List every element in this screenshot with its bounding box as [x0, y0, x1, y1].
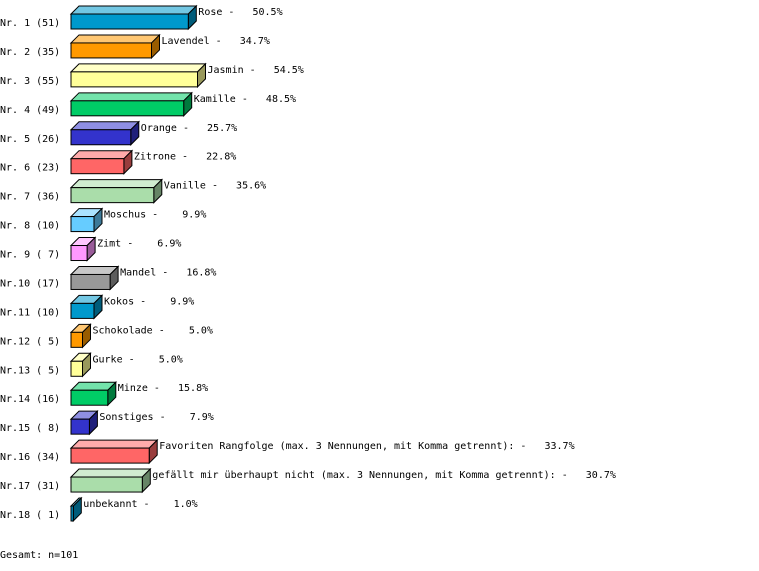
row-label: Nr.15 ( 8) — [0, 423, 60, 434]
bar-top — [69, 63, 207, 73]
bar-row: Nr.11 (10) Kokos - 9.9% — [0, 294, 194, 320]
row-label: Nr. 1 (51) — [0, 18, 60, 29]
bar-value-label: Favoriten Rangfolge (max. 3 Nennungen, m… — [159, 441, 574, 452]
bar — [70, 273, 111, 290]
bar-value-label: gefällt mir überhaupt nicht (max. 3 Nenn… — [152, 470, 616, 481]
bar — [70, 216, 95, 233]
row-label: Nr. 9 ( 7) — [0, 250, 60, 261]
bar-row: Nr.18 ( 1) unbekannt - 1.0% — [0, 496, 198, 523]
bars-group: Nr. 1 (51) Rose - 50.5% Nr. 2 (35) Lavendel… — [0, 4, 616, 523]
row-label: Nr. 4 (49) — [0, 105, 60, 116]
bar-value-label: Gurke - 5.0% — [93, 354, 183, 365]
bar-row: Nr. 2 (35) Lavendel - 34.7% — [0, 33, 270, 60]
bar-row: Nr.17 (31) gefällt mir überhaupt nicht (m… — [0, 467, 616, 494]
bar-row: Nr. 8 (10) Moschus - 9.9% — [0, 207, 206, 233]
bar-top — [69, 92, 193, 102]
row-label: Nr.12 ( 5) — [0, 336, 60, 347]
bar-top — [69, 34, 161, 44]
bar-top — [69, 121, 141, 131]
bar-top — [69, 439, 159, 449]
bar-value-label: Kokos - 9.9% — [104, 296, 194, 307]
row-label: Nr. 7 (36) — [0, 192, 60, 203]
bar — [70, 418, 90, 435]
bar-row: Nr.12 ( 5) Schokolade - 5.0% — [0, 323, 213, 349]
row-label: Nr.17 (31) — [0, 481, 60, 492]
bar — [70, 245, 88, 262]
bar-row: Nr.13 ( 5) Gurke - 5.0% — [0, 352, 183, 378]
row-label: Nr.10 (17) — [0, 278, 60, 289]
bar-value-label: Kamille - 48.5% — [194, 94, 296, 105]
bar — [70, 42, 152, 59]
bar-row: Nr.10 (17) Mandel - 16.8% — [0, 265, 216, 291]
bar — [70, 13, 189, 30]
bar-row: Nr. 3 (55) Jasmin - 54.5% — [0, 62, 304, 89]
row-label: Nr.14 (16) — [0, 394, 60, 405]
bar-value-label: Vanille - 35.6% — [164, 181, 266, 192]
bar — [70, 129, 132, 146]
footer-total: Gesamt: n=101 — [0, 550, 78, 561]
bar — [70, 158, 125, 175]
row-label: Nr.16 (34) — [0, 452, 60, 463]
row-label: Nr. 6 (23) — [0, 163, 60, 174]
row-label: Nr. 3 (55) — [0, 76, 60, 87]
bar — [70, 302, 95, 319]
bar-row: Nr.15 ( 8) Sonstiges - 7.9% — [0, 409, 214, 436]
bar-value-label: Rose - 50.5% — [198, 7, 282, 18]
bar — [70, 389, 109, 406]
bar-row: Nr. 1 (51) Rose - 50.5% — [0, 4, 283, 31]
bar-value-label: Sonstiges - 7.9% — [99, 412, 213, 423]
bar-value-label: Schokolade - 5.0% — [93, 325, 213, 336]
bar — [70, 447, 150, 464]
bar — [70, 187, 155, 204]
bar-top — [69, 179, 164, 189]
bar-row: Nr.16 (34) Favoriten Rangfolge (max. 3 Ne… — [0, 438, 575, 465]
bar-value-label: unbekannt - 1.0% — [83, 499, 197, 510]
bar — [70, 100, 185, 117]
row-label: Nr.18 ( 1) — [0, 510, 60, 521]
bar-row: Nr. 7 (36) Vanille - 35.6% — [0, 178, 266, 204]
row-label: Nr.13 ( 5) — [0, 365, 60, 376]
bar-value-label: Orange - 25.7% — [141, 123, 237, 134]
bar-value-label: Zitrone - 22.8% — [134, 152, 236, 163]
bar-top — [69, 150, 134, 160]
bar-value-label: Minze - 15.8% — [118, 383, 208, 394]
row-label: Nr. 5 (26) — [0, 134, 60, 145]
bar — [70, 505, 74, 522]
bar-row: Nr. 5 (26) Orange - 25.7% — [0, 120, 237, 146]
bar — [70, 476, 143, 493]
bar-value-label: Jasmin - 54.5% — [208, 65, 304, 76]
bar-top — [69, 5, 198, 15]
row-label: Nr.11 (10) — [0, 307, 60, 318]
bar-value-label: Mandel - 16.8% — [120, 267, 216, 278]
row-label: Nr. 8 (10) — [0, 221, 60, 232]
bar — [70, 360, 83, 377]
bar — [70, 71, 198, 88]
bar-row: Nr.14 (16) Minze - 15.8% — [0, 381, 208, 407]
bar — [70, 331, 83, 348]
bar-side — [72, 496, 82, 523]
bar-value-label: Moschus - 9.9% — [104, 210, 206, 221]
bar-row: Nr. 6 (23) Zitrone - 22.8% — [0, 149, 236, 175]
bar-top — [69, 468, 152, 478]
bar-value-label: Zimt - 6.9% — [97, 239, 181, 250]
bar-row: Nr. 9 ( 7) Zimt - 6.9% — [0, 236, 181, 262]
bar-row: Nr. 4 (49) Kamille - 48.5% — [0, 91, 296, 118]
bar-value-label: Lavendel - 34.7% — [162, 36, 270, 47]
row-label: Nr. 2 (35) — [0, 47, 60, 58]
